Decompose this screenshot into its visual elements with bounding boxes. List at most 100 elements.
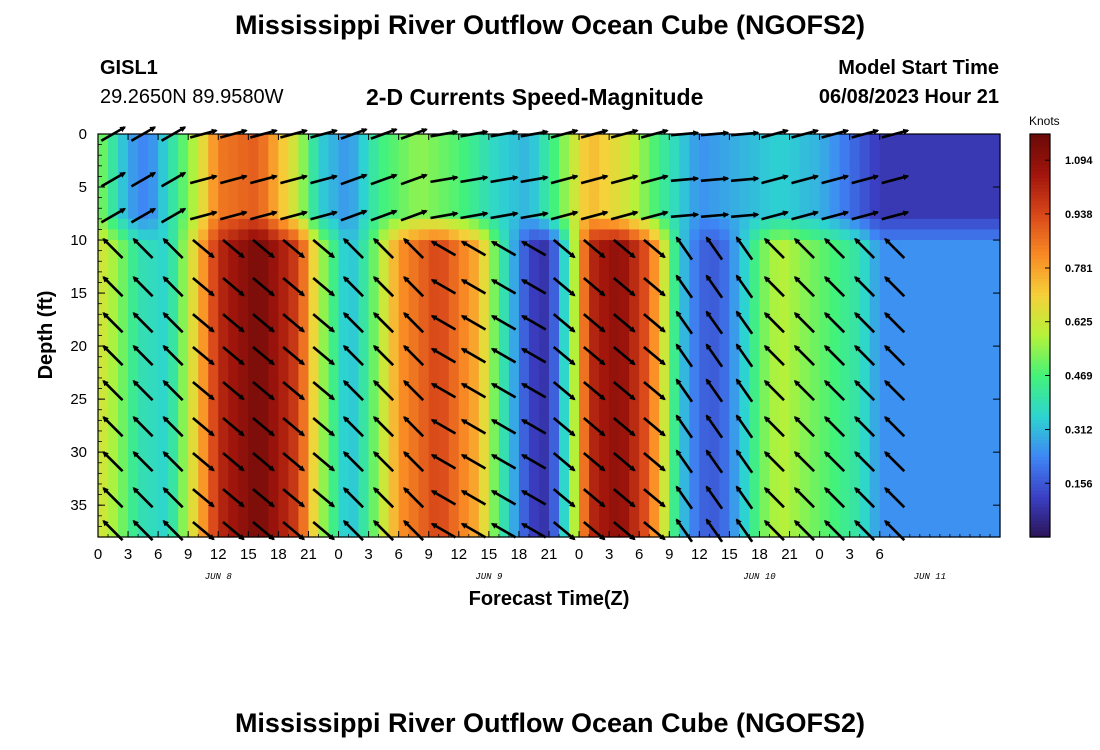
heatmap-cell — [709, 134, 720, 146]
heatmap-cell — [889, 377, 901, 390]
heatmap-cell — [559, 176, 570, 188]
current-vector — [705, 449, 724, 474]
heatmap-cell — [428, 483, 440, 496]
heatmap-cell — [438, 399, 450, 411]
heatmap-cell — [739, 314, 751, 326]
heatmap-cell — [869, 335, 881, 347]
heatmap-cell — [398, 324, 410, 337]
heatmap-cell — [128, 324, 139, 337]
heatmap-cell — [498, 515, 510, 527]
heatmap-cell — [979, 324, 991, 337]
heatmap-cell — [448, 430, 460, 443]
heatmap-cell — [889, 473, 901, 485]
heatmap-cell — [829, 430, 841, 443]
heatmap-cell — [579, 261, 590, 273]
heatmap-cell — [829, 494, 841, 506]
heatmap-cell — [508, 293, 520, 305]
heatmap-cell — [619, 388, 630, 400]
heatmap-cell — [709, 176, 720, 188]
heatmap-cell — [659, 144, 670, 156]
heatmap-cell — [689, 250, 700, 262]
heatmap-cell — [518, 515, 530, 527]
heatmap-cell — [518, 356, 530, 368]
heatmap-cell — [749, 324, 761, 337]
heatmap-cell — [609, 303, 620, 315]
heatmap-cell — [809, 356, 821, 368]
heatmap-cell — [318, 367, 330, 379]
heatmap-cell — [619, 324, 630, 337]
heatmap-cell — [308, 356, 320, 368]
heatmap-cell — [819, 282, 831, 294]
heatmap-cell — [118, 282, 129, 294]
heatmap-cell — [298, 144, 310, 156]
heatmap-cell — [248, 430, 259, 443]
heatmap-cell — [839, 250, 851, 262]
current-vector — [222, 381, 245, 401]
heatmap-cell — [629, 240, 640, 252]
heatmap-cell — [498, 229, 510, 241]
heatmap-cell — [338, 388, 350, 400]
heatmap-cell — [538, 473, 550, 485]
heatmap-cell — [689, 282, 700, 294]
heatmap-cell — [388, 367, 400, 379]
heatmap-cell — [699, 430, 710, 443]
heatmap-cell — [729, 144, 741, 156]
heatmap-cell — [549, 324, 560, 337]
x-tick-label: 6 — [876, 546, 884, 563]
heatmap-cell — [438, 367, 450, 379]
heatmap-cell — [839, 515, 851, 527]
heatmap-cell — [549, 314, 560, 326]
heatmap-cell — [899, 303, 911, 315]
heatmap-cell — [318, 176, 330, 188]
current-vector — [582, 238, 606, 259]
heatmap-cell — [989, 176, 1001, 188]
heatmap-cell — [218, 303, 229, 315]
heatmap-cell — [438, 176, 450, 188]
heatmap-cell — [639, 452, 650, 464]
current-vector — [460, 175, 489, 184]
heatmap-cell — [308, 303, 320, 315]
heatmap-cell — [178, 409, 189, 421]
heatmap-cell — [358, 399, 370, 411]
heatmap-cell — [248, 346, 259, 358]
heatmap-cell — [478, 250, 490, 262]
heatmap-cell — [549, 505, 560, 517]
heatmap-cell — [599, 293, 610, 305]
heatmap-cell — [589, 367, 600, 379]
heatmap-cell — [679, 399, 690, 411]
heatmap-cell — [879, 303, 891, 315]
current-vector — [252, 277, 275, 297]
heatmap-cell — [258, 515, 269, 527]
heatmap-cell — [689, 144, 700, 156]
heatmap-cell — [779, 165, 791, 178]
heatmap-cell — [228, 293, 239, 305]
current-vector — [132, 416, 154, 438]
heatmap-cell — [158, 144, 169, 156]
heatmap-cell — [188, 261, 199, 273]
heatmap-cell — [528, 335, 540, 347]
heatmap-cell — [919, 134, 931, 146]
heatmap-cell — [809, 367, 821, 379]
current-vector — [249, 210, 278, 221]
heatmap-cell — [809, 494, 821, 506]
x-tick-label: 0 — [815, 546, 823, 563]
heatmap-cell — [969, 367, 981, 379]
heatmap-cell — [889, 293, 901, 305]
heatmap-cell — [619, 303, 630, 315]
heatmap-cell — [989, 452, 1001, 464]
heatmap-cell — [348, 261, 360, 273]
heatmap-cell — [909, 420, 921, 432]
heatmap-cell — [589, 388, 600, 400]
colorbar-swatch — [1030, 510, 1050, 515]
heatmap-cell — [298, 526, 310, 538]
heatmap-cell — [528, 144, 540, 156]
colorbar-tick-label: 0.312 — [1065, 425, 1093, 437]
heatmap-cell — [579, 420, 590, 432]
heatmap-cell — [338, 165, 350, 178]
heatmap-cell — [98, 293, 109, 305]
heatmap-cell — [579, 526, 590, 538]
heatmap-cell — [869, 420, 881, 432]
heatmap-cell — [128, 176, 139, 188]
heatmap-cell — [769, 494, 781, 506]
heatmap-cell — [709, 324, 720, 337]
